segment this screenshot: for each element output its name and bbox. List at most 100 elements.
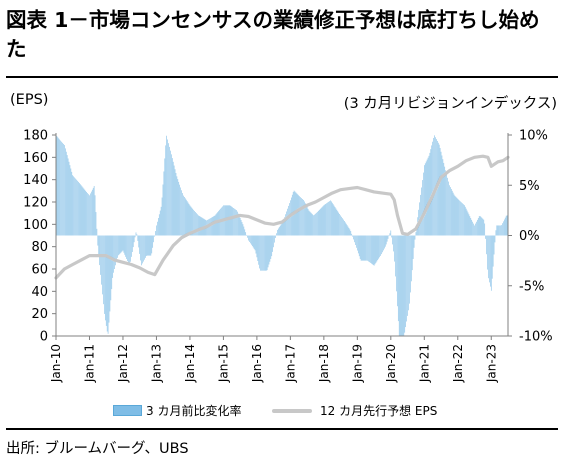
bar: [353, 235, 354, 240]
bar: [309, 211, 311, 236]
bar: [385, 235, 387, 245]
bar: [460, 201, 461, 236]
bar: [163, 171, 165, 236]
bar: [288, 205, 289, 236]
right-axis-unit-label: (3 カ月リビジョンインデックス): [343, 96, 557, 112]
bar: [258, 235, 260, 265]
bar: [262, 235, 263, 271]
bar: [356, 235, 357, 248]
bar: [69, 165, 71, 236]
bar: [481, 217, 483, 236]
bar: [78, 183, 80, 236]
bar: [295, 192, 297, 236]
bar: [141, 235, 142, 266]
bar: [498, 225, 499, 236]
bar: [300, 197, 301, 236]
bar: [495, 230, 497, 236]
bar: [121, 235, 123, 252]
bar: [270, 235, 272, 259]
bar: [503, 219, 505, 236]
bar: [357, 235, 358, 251]
bar: [420, 194, 421, 236]
left-axis-unit-label: (EPS): [10, 92, 49, 108]
bar: [172, 161, 174, 236]
bar: [277, 228, 279, 236]
bar: [322, 206, 324, 236]
bar: [334, 207, 336, 236]
bar: [374, 235, 376, 265]
bar: [476, 221, 477, 236]
bar: [362, 235, 364, 261]
bar: [213, 215, 215, 236]
bar: [139, 235, 140, 254]
legend-line: 12 カ月先行予想 EPS: [272, 402, 437, 419]
bar: [443, 162, 445, 236]
bar: [178, 181, 180, 236]
bar: [336, 209, 338, 236]
bar: [148, 235, 150, 256]
bar: [401, 235, 403, 336]
bar: [177, 179, 179, 236]
bar: [240, 220, 242, 236]
bar: [442, 159, 444, 236]
bar: [445, 170, 446, 236]
bar: [432, 141, 433, 236]
y-right-tick-label: 5%: [519, 179, 540, 194]
bar: [377, 235, 379, 261]
bar: [381, 235, 382, 255]
bar: [500, 225, 501, 236]
bar: [394, 235, 395, 262]
bar: [198, 215, 199, 236]
x-tick-label: Jan-18: [317, 344, 331, 383]
bar: [504, 217, 506, 236]
bar: [170, 150, 171, 236]
x-tick-label: Jan-12: [116, 344, 130, 383]
bar: [346, 225, 348, 236]
bar: [261, 235, 262, 271]
bar: [384, 235, 385, 249]
bar: [409, 235, 410, 304]
bar: [325, 203, 326, 236]
bar: [210, 218, 211, 236]
bar: [279, 225, 281, 236]
bar: [376, 235, 378, 262]
bar: [454, 195, 456, 236]
bar: [166, 135, 167, 236]
bar: [236, 210, 237, 236]
bar: [287, 208, 288, 236]
bar: [65, 151, 67, 236]
bar: [247, 235, 248, 238]
x-tick-label: Jan-14: [183, 344, 197, 383]
bar: [232, 207, 233, 236]
bar: [317, 210, 319, 236]
bar: [264, 235, 265, 271]
bar: [366, 235, 367, 261]
bar: [382, 235, 383, 253]
bar: [277, 229, 278, 236]
bar: [506, 215, 508, 236]
bar: [343, 219, 344, 236]
bar: [462, 203, 463, 236]
bar: [393, 235, 394, 252]
bar: [235, 209, 236, 236]
bar: [304, 203, 306, 236]
bar: [68, 161, 70, 236]
bar: [494, 235, 496, 243]
bar: [157, 221, 158, 236]
bar: [490, 235, 492, 291]
bar: [124, 235, 126, 255]
bar: [250, 235, 251, 244]
bar: [215, 214, 217, 236]
bar: [371, 235, 372, 264]
bar: [131, 235, 132, 257]
bar: [455, 196, 457, 236]
bar: [230, 205, 232, 236]
bar: [154, 235, 155, 237]
bar: [187, 202, 189, 236]
bar: [105, 235, 107, 326]
bar: [181, 190, 182, 236]
tick-labels: 0 20 40 60 80 100 120 140 160 180 -10% -5% 0% 5% 10% Ja…: [23, 129, 552, 384]
bar: [83, 188, 85, 236]
bar: [387, 235, 389, 239]
legend-bars-label: 3 カ月前比変化率: [146, 404, 242, 418]
